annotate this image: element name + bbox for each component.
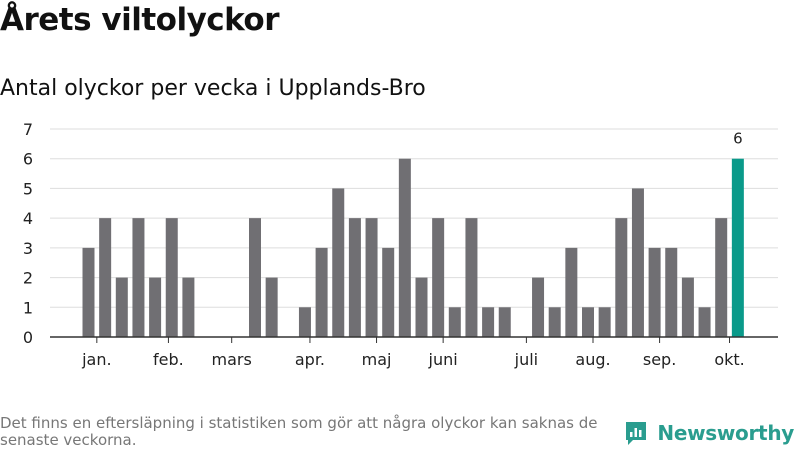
- bar: [548, 307, 561, 337]
- bar: [582, 307, 594, 337]
- bar: [465, 218, 478, 337]
- bar: [82, 247, 95, 337]
- x-tick-label: aug.: [575, 350, 610, 369]
- x-tick-label: juli: [514, 350, 538, 369]
- chart-subtitle: Antal olyckor per vecka i Upplands-Bro: [0, 76, 426, 101]
- x-tick-label: maj: [362, 350, 392, 369]
- bar: [598, 307, 611, 337]
- x-tick-label: mars: [212, 350, 252, 369]
- bar: [432, 218, 445, 337]
- bar: [398, 158, 411, 337]
- x-tick-label: feb.: [153, 350, 184, 369]
- bar: [265, 277, 278, 337]
- bar: [448, 307, 461, 337]
- bar: [498, 307, 511, 337]
- y-tick-label: 6: [23, 150, 33, 169]
- brand-name: Newsworthy: [657, 421, 794, 445]
- bar: [365, 218, 378, 337]
- y-tick-label: 3: [23, 239, 33, 258]
- bar: [631, 188, 644, 337]
- x-tick-label: apr.: [295, 350, 325, 369]
- y-tick-label: 1: [23, 298, 33, 317]
- chart-title: Årets viltolyckor: [0, 2, 280, 38]
- bar: [182, 277, 195, 337]
- bar: [565, 247, 578, 337]
- bar: [315, 247, 328, 337]
- bar: [348, 218, 361, 337]
- newsworthy-logo-icon: [626, 422, 647, 445]
- footnote: Det finns en eftersläpning i statistiken…: [0, 414, 598, 449]
- bar: [415, 277, 428, 337]
- data-label: 6: [733, 130, 743, 148]
- bar: [132, 218, 145, 337]
- bar: [715, 218, 728, 337]
- x-tick-label: okt.: [714, 350, 744, 369]
- bar: [382, 247, 395, 337]
- bar: [482, 307, 495, 337]
- y-tick-label: 2: [23, 269, 33, 288]
- bar: [115, 277, 128, 337]
- bar: [99, 218, 112, 337]
- bar: [665, 247, 678, 337]
- bar: [249, 218, 261, 337]
- x-tick-label: juni: [428, 350, 458, 369]
- y-tick-label: 7: [23, 120, 33, 139]
- bar: [648, 247, 661, 337]
- x-tick-label: sep.: [643, 350, 676, 369]
- bar: [298, 307, 311, 337]
- bar: [149, 277, 162, 337]
- bar: [532, 277, 545, 337]
- y-tick-label: 5: [23, 179, 33, 198]
- x-tick-label: jan.: [81, 350, 111, 369]
- bar: [731, 158, 744, 337]
- bar: [165, 218, 178, 337]
- bar: [698, 307, 711, 337]
- bar: [615, 218, 628, 337]
- y-tick-label: 0: [23, 328, 33, 347]
- brand[interactable]: Newsworthy: [624, 420, 794, 446]
- bar: [332, 188, 345, 337]
- y-tick-label: 4: [23, 209, 33, 228]
- bar-chart: 0 1 2 3 4 5 6 7 jan. feb. mars apr. maj juni juli aug. s…: [23, 120, 778, 369]
- bar: [681, 277, 694, 337]
